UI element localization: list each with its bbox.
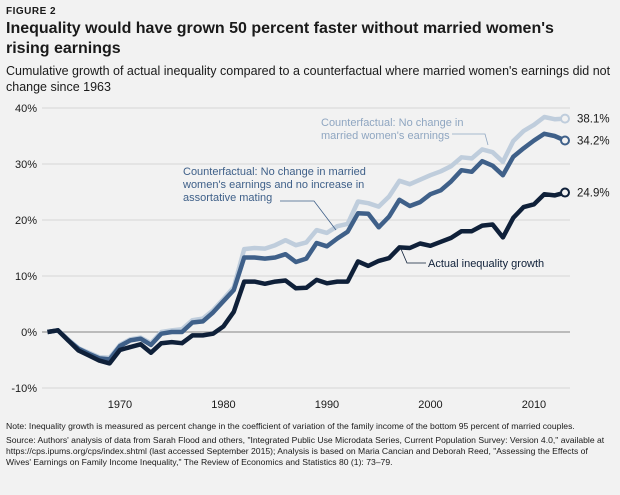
line-chart: 40% 30% 20% 10% 0% -10% 1970 1980 1990 2000 2010 38… (11, 103, 610, 411)
y-tick-label: 30% (15, 159, 37, 171)
annotation-leader-line (280, 200, 337, 231)
figure-label: FIGURE 2 (6, 6, 57, 17)
notes: Note: Inequality growth is measured as p… (6, 421, 614, 471)
annotation-label: women's earnings and no increase in (182, 179, 364, 191)
y-tick-label: 20% (15, 215, 37, 227)
source-text: Source: Authors' analysis of data from S… (6, 435, 605, 467)
annotation-leader-line (400, 248, 426, 264)
y-tick-label: -10% (11, 383, 37, 395)
x-tick-label: 1980 (211, 399, 235, 411)
end-value-label: 34.2% (577, 135, 610, 147)
y-tick-label: 0% (21, 327, 37, 339)
chart-title: Inequality would have grown 50 percent f… (6, 20, 554, 57)
x-tick-label: 2010 (522, 399, 546, 411)
y-tick-label: 10% (15, 271, 37, 283)
series-line-2 (47, 190, 566, 366)
end-point-marker (560, 113, 570, 124)
note-text: Note: Inequality growth is measured as p… (6, 421, 575, 431)
annotation-label: married women's earnings (321, 130, 450, 142)
annotation-label: assortative mating (183, 192, 272, 204)
annotation-label: Counterfactual: No change in (321, 117, 463, 129)
y-tick-label: 40% (15, 103, 37, 115)
end-value-label: 24.9% (577, 188, 610, 200)
annotation-leader-line (452, 133, 489, 146)
annotation-label: Counterfactual: No change in married (183, 166, 366, 178)
x-tick-label: 1990 (315, 399, 339, 411)
series-line-0 (47, 114, 566, 361)
annotation-label: Actual inequality growth (428, 258, 544, 270)
x-tick-label: 2000 (418, 399, 442, 411)
series-line-1 (47, 131, 566, 362)
end-point-marker (560, 135, 570, 146)
end-point-marker (560, 187, 570, 198)
x-tick-label: 1970 (108, 399, 132, 411)
chart-subtitle: Cumulative growth of actual inequality c… (6, 64, 611, 94)
end-value-label: 38.1% (577, 114, 610, 126)
